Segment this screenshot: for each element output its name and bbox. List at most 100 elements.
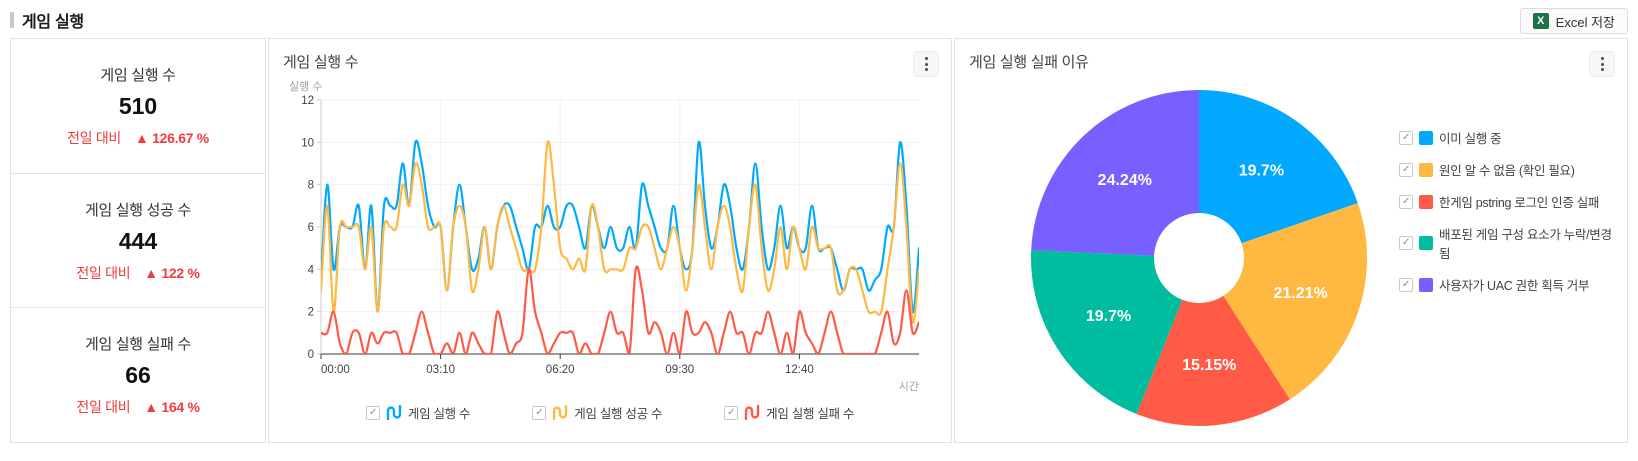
y-tick-label: 4	[308, 264, 315, 276]
stat-card-fail-runs: 게임 실행 실패 수 66 전일 대비 ▲ 164 %	[11, 308, 265, 442]
stat-delta: 전일 대비 ▲ 164 %	[76, 397, 200, 417]
y-tick-label: 8	[308, 180, 314, 192]
pie-slice-label: 24.24%	[1098, 172, 1152, 189]
y-tick-label: 2	[308, 307, 314, 319]
pie-chart-canvas: 19.7% 21.21% 15.15% 19.7% 24.24%	[969, 76, 1399, 437]
line-chart-svg: 0 2 4 6 8 10 12 00:00 03:10 06:20 09:30 12:40 실행 수시간	[289, 80, 919, 393]
delta-value: ▲ 126.67 %	[135, 129, 209, 146]
excel-icon: X	[1532, 13, 1549, 29]
stat-label: 게임 실행 성공 수	[84, 201, 192, 219]
legend-checkbox[interactable]: ✓	[1399, 236, 1413, 250]
x-tick-label: 12:40	[785, 364, 814, 376]
pie-slice-3[interactable]	[1031, 249, 1183, 414]
pie-chart-title: 게임 실행 실패 이유	[969, 54, 1089, 71]
line-legend-item-1[interactable]: ✓ 게임 실행 성공 수	[532, 403, 662, 422]
pie-slice-1[interactable]	[1223, 203, 1367, 400]
series-squiggle-icon	[553, 405, 568, 420]
page-header: 게임 실행 X Excel 저장	[10, 8, 1628, 34]
y-tick-label: 6	[308, 222, 314, 234]
legend-color-chip	[1419, 277, 1433, 292]
excel-save-button[interactable]: X Excel 저장	[1519, 8, 1628, 34]
series-line-1	[321, 140, 919, 324]
page-title-bar: 게임 실행	[10, 8, 84, 32]
stat-card-success-runs: 게임 실행 성공 수 444 전일 대비 ▲ 122 %	[11, 174, 265, 309]
pie-chart-body: 19.7% 21.21% 15.15% 19.7% 24.24% ✓ 이미 실행 중 ✓ 원인…	[969, 76, 1613, 437]
stat-label: 게임 실행 수	[100, 66, 176, 84]
legend-checkbox[interactable]: ✓	[1399, 162, 1413, 177]
page-title: 게임 실행	[22, 14, 84, 31]
series-squiggle-icon	[744, 405, 760, 420]
legend-label: 원인 알 수 없음 (확인 필요)	[1439, 164, 1575, 178]
legend-color-chip	[1419, 236, 1433, 250]
pie-slice-label: 21.21%	[1273, 285, 1327, 302]
pie-legend-item-2[interactable]: ✓ 한게임 pstring 로그인 인증 실패	[1399, 192, 1613, 211]
y-axis-title: 실행 수	[289, 80, 322, 93]
dashboard-content: 게임 실행 수 510 전일 대비 ▲ 126.67 % 게임 실행 성공 수 …	[10, 38, 1628, 443]
pie-chart-legend: ✓ 이미 실행 중 ✓ 원인 알 수 없음 (확인 필요) ✓ 한게임 pstring 로…	[1399, 128, 1613, 294]
legend-label: 배포된 게임 구성 요소가 누락/변경됨	[1439, 228, 1612, 261]
pie-legend-item-4[interactable]: ✓ 사용자가 UAC 권한 획득 거부	[1399, 275, 1613, 294]
x-tick-label: 06:20	[546, 364, 575, 376]
x-axis-title: 시간	[899, 380, 919, 393]
series-line-0	[321, 139, 919, 313]
legend-color-chip	[1419, 194, 1433, 209]
legend-label: 게임 실행 실패 수	[766, 407, 855, 421]
y-tick-label: 10	[301, 137, 314, 149]
legend-label: 이미 실행 중	[1439, 132, 1502, 146]
excel-save-label: Excel 저장	[1555, 14, 1615, 30]
line-chart-title: 게임 실행 수	[283, 54, 359, 71]
line-legend-item-0[interactable]: ✓ 게임 실행 수	[365, 403, 471, 422]
legend-checkbox[interactable]: ✓	[1399, 277, 1413, 292]
legend-label: 한게임 pstring 로그인 인증 실패	[1439, 196, 1600, 210]
x-tick-label: 03:10	[426, 364, 455, 376]
stat-value: 444	[118, 227, 158, 254]
stat-delta: 전일 대비 ▲ 122 %	[76, 263, 200, 283]
delta-label: 전일 대비	[76, 264, 131, 281]
stats-panel: 게임 실행 수 510 전일 대비 ▲ 126.67 % 게임 실행 성공 수 …	[10, 38, 266, 443]
line-chart-legend: ✓ 게임 실행 수 ✓ 게임 실행 성공 수 ✓ 게임 실행 실패 수	[283, 403, 937, 422]
pie-legend-item-3[interactable]: ✓ 배포된 게임 구성 요소가 누락/변경됨	[1399, 224, 1613, 262]
line-legend-item-2[interactable]: ✓ 게임 실행 실패 수	[724, 403, 854, 422]
pie-legend-item-1[interactable]: ✓ 원인 알 수 없음 (확인 필요)	[1399, 160, 1613, 179]
legend-checkbox[interactable]: ✓	[724, 405, 739, 420]
title-accent-bar	[10, 12, 14, 28]
pie-slice-label: 19.7%	[1239, 162, 1284, 179]
pie-chart-panel: 게임 실행 실패 이유 19.7% 21.21% 15.15% 19.7% 24.24%…	[954, 38, 1628, 443]
x-tick-label: 09:30	[665, 364, 694, 376]
delta-value: ▲ 122 %	[144, 264, 200, 281]
pie-slice-2[interactable]	[1136, 295, 1290, 426]
more-menu-button[interactable]	[913, 51, 939, 77]
legend-color-chip	[1419, 130, 1433, 145]
legend-label: 사용자가 UAC 권한 획득 거부	[1439, 279, 1590, 293]
legend-label: 게임 실행 수	[407, 407, 471, 421]
pie-slice-label: 19.7%	[1086, 308, 1131, 325]
legend-checkbox[interactable]: ✓	[365, 405, 380, 420]
series-squiggle-icon	[386, 405, 402, 420]
pie-slice-0[interactable]	[1199, 90, 1358, 244]
legend-checkbox[interactable]: ✓	[532, 405, 547, 420]
more-menu-button[interactable]	[1589, 51, 1615, 77]
stat-delta: 전일 대비 ▲ 126.67 %	[67, 128, 209, 148]
pie-chart-svg: 19.7% 21.21% 15.15% 19.7% 24.24%	[1031, 90, 1367, 426]
delta-value: ▲ 164 %	[144, 399, 200, 416]
delta-label: 전일 대비	[76, 399, 131, 416]
y-tick-label: 0	[308, 349, 314, 361]
pie-slice-4[interactable]	[1031, 90, 1199, 256]
series-line-2	[321, 265, 919, 354]
legend-label: 게임 실행 성공 수	[574, 407, 663, 421]
legend-checkbox[interactable]: ✓	[1399, 130, 1413, 145]
stat-value: 66	[125, 362, 151, 389]
pie-legend-item-0[interactable]: ✓ 이미 실행 중	[1399, 128, 1613, 147]
stat-label: 게임 실행 실패 수	[84, 336, 192, 354]
line-chart-panel: 게임 실행 수 0 2 4 6 8 10 12 00:00 03:10 06:20 09:30 12:…	[268, 38, 952, 443]
x-tick-label: 00:00	[321, 364, 350, 376]
y-tick-label: 12	[301, 95, 314, 107]
stat-value: 510	[118, 92, 158, 119]
legend-checkbox[interactable]: ✓	[1399, 194, 1413, 209]
delta-label: 전일 대비	[67, 129, 121, 146]
legend-color-chip	[1419, 162, 1433, 177]
stat-card-total-runs: 게임 실행 수 510 전일 대비 ▲ 126.67 %	[11, 39, 265, 174]
pie-slice-label: 15.15%	[1182, 357, 1236, 374]
